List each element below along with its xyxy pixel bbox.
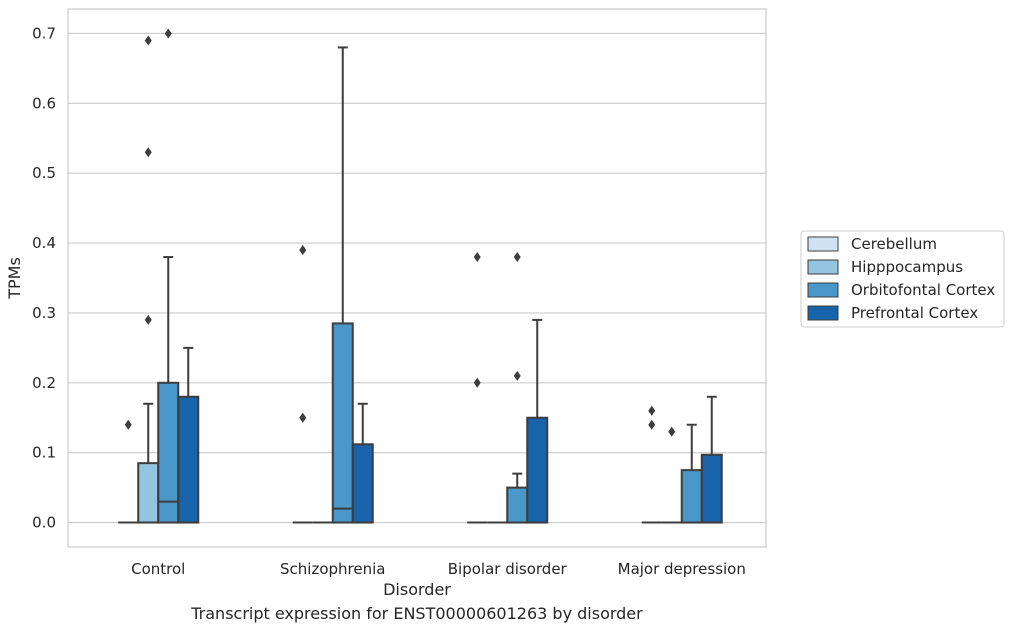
box-body: [137, 462, 160, 524]
box-group: [351, 402, 374, 524]
x-axis-label: Disorder: [383, 580, 451, 599]
box-group: [467, 252, 488, 524]
box-group: [118, 419, 139, 524]
box-body: [700, 453, 723, 524]
legend-label: Prefrontal Cortex: [851, 304, 978, 322]
box-group: [157, 28, 180, 524]
y-tick-label: 0.2: [32, 374, 56, 392]
y-tick-label: 0.4: [32, 234, 56, 252]
outlier-marker: [648, 419, 656, 430]
box-body: [177, 395, 200, 524]
outlier-marker: [144, 35, 152, 46]
y-tick-label: 0.5: [32, 164, 56, 182]
box-group: [680, 423, 703, 524]
boxes: [118, 28, 723, 524]
box-group: [137, 35, 160, 524]
legend-entries: Cerebellum Hipppocampus Orbitofontal Corte…: [807, 235, 995, 322]
outlier-marker: [124, 419, 132, 430]
outlier-marker: [473, 252, 481, 263]
box-group: [661, 426, 682, 524]
y-tick-label: 0.1: [32, 444, 56, 462]
box-group: [177, 346, 200, 524]
x-tick-labels: Control Schizophrenia Bipolar disorder Majo…: [131, 560, 746, 578]
box-body: [351, 443, 374, 524]
y-tick-label: 0.6: [32, 94, 56, 112]
legend-swatch: [807, 282, 839, 298]
box-group: [331, 46, 354, 524]
outlier-marker: [513, 252, 521, 263]
box-group: [700, 395, 723, 524]
legend-swatch: [807, 259, 839, 275]
legend: Cerebellum Hipppocampus Orbitofontal Corte…: [800, 230, 1005, 328]
plot-frame: [67, 8, 767, 548]
legend-swatch: [807, 236, 839, 252]
outlier-marker: [299, 245, 307, 256]
x-tick-label: Bipolar disorder: [448, 560, 568, 578]
box-body: [331, 322, 354, 524]
y-tick-labels: 0.0 0.1 0.2 0.3 0.4 0.5 0.6 0.7: [32, 24, 56, 531]
outlier-marker: [513, 370, 521, 381]
outlier-marker: [648, 405, 656, 416]
y-tick-label: 0.3: [32, 304, 56, 322]
x-tick-label: Control: [131, 560, 185, 578]
outlier-marker: [668, 426, 676, 437]
box-body: [680, 469, 703, 524]
outlier-marker: [473, 377, 481, 388]
outlier-marker: [299, 412, 307, 423]
box-group: [292, 245, 313, 524]
figure-caption: Transcript expression for ENST0000060126…: [191, 604, 643, 623]
x-tick-label: Schizophrenia: [280, 560, 385, 578]
box-group: [506, 252, 529, 524]
box-plot-chart: 0.0 0.1 0.2 0.3 0.4 0.5 0.6 0.7 Control Schizoph…: [5, 8, 1005, 599]
outlier-marker: [144, 147, 152, 158]
box-group: [526, 318, 549, 524]
outlier-marker: [164, 28, 172, 39]
box-body: [526, 416, 549, 524]
legend-swatch: [807, 305, 839, 321]
y-tick-label: 0.0: [32, 514, 56, 532]
y-tick-label: 0.7: [32, 24, 56, 42]
box-body: [506, 486, 529, 524]
y-axis-label: TPMs: [5, 257, 24, 300]
legend-frame: [800, 230, 1005, 328]
outlier-marker: [144, 314, 152, 325]
x-tick-label: Major depression: [618, 560, 746, 578]
legend-label: Orbitofontal Cortex: [851, 281, 995, 299]
legend-label: Cerebellum: [851, 235, 937, 253]
legend-label: Hipppocampus: [851, 258, 963, 276]
box-group: [641, 405, 662, 524]
